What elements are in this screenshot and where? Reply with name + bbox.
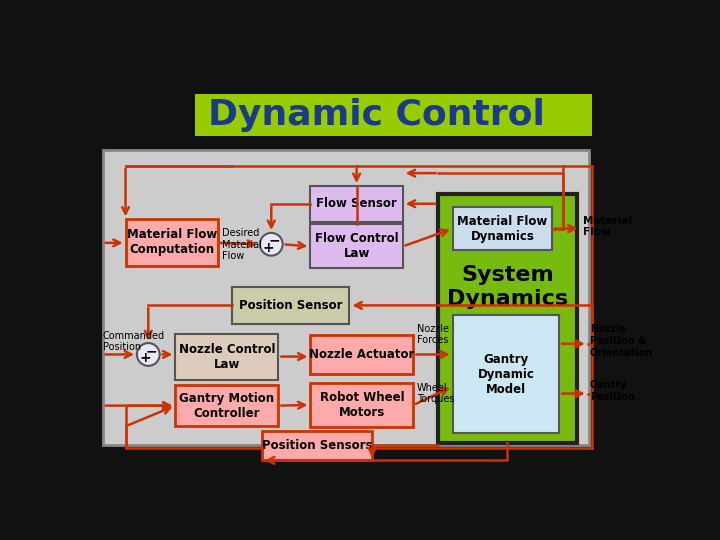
Bar bbox=[175, 385, 279, 426]
Text: Material Flow
Computation: Material Flow Computation bbox=[127, 228, 217, 256]
Text: Desired
Material
Flow: Desired Material Flow bbox=[222, 228, 261, 261]
Text: Material
Flow: Material Flow bbox=[582, 215, 632, 237]
Bar bbox=[453, 207, 552, 250]
Text: Commanded
Position: Commanded Position bbox=[103, 331, 165, 353]
Bar bbox=[310, 383, 413, 427]
Bar bbox=[310, 186, 402, 221]
Bar bbox=[232, 287, 349, 324]
Circle shape bbox=[137, 343, 160, 366]
Text: Position Sensor: Position Sensor bbox=[239, 299, 343, 312]
Text: −: − bbox=[145, 344, 157, 358]
Text: System
Dynamics: System Dynamics bbox=[446, 265, 568, 308]
Text: +: + bbox=[263, 241, 274, 255]
Text: Robot Wheel
Motors: Robot Wheel Motors bbox=[320, 391, 404, 419]
Text: Dynamic Control: Dynamic Control bbox=[208, 98, 545, 132]
Text: Nozzle
Position &
Orientation: Nozzle Position & Orientation bbox=[590, 325, 653, 357]
Circle shape bbox=[260, 233, 283, 255]
Bar bbox=[103, 151, 589, 446]
Bar bbox=[175, 334, 279, 380]
Bar bbox=[262, 430, 372, 461]
Text: Material Flow
Dynamics: Material Flow Dynamics bbox=[457, 214, 547, 242]
Text: Wheel
Torques: Wheel Torques bbox=[417, 383, 454, 404]
Text: Position Sensors: Position Sensors bbox=[262, 439, 372, 452]
Text: +: + bbox=[140, 351, 151, 365]
Text: Gantry
Position: Gantry Position bbox=[590, 380, 634, 402]
Bar bbox=[195, 93, 592, 136]
Bar bbox=[438, 194, 577, 443]
Bar bbox=[310, 224, 402, 268]
Text: Gantry Motion
Controller: Gantry Motion Controller bbox=[179, 392, 274, 420]
Text: Gantry
Dynamic
Model: Gantry Dynamic Model bbox=[477, 353, 534, 395]
Bar bbox=[310, 335, 413, 374]
Text: Nozzle Actuator: Nozzle Actuator bbox=[310, 348, 415, 361]
Bar bbox=[453, 315, 559, 433]
Text: Flow Control
Law: Flow Control Law bbox=[315, 232, 398, 260]
Text: Nozzle
Forces: Nozzle Forces bbox=[417, 323, 449, 345]
Text: −: − bbox=[269, 234, 280, 248]
Bar bbox=[125, 219, 218, 266]
Text: Flow Sensor: Flow Sensor bbox=[316, 197, 397, 210]
Text: Nozzle Control
Law: Nozzle Control Law bbox=[179, 343, 275, 371]
